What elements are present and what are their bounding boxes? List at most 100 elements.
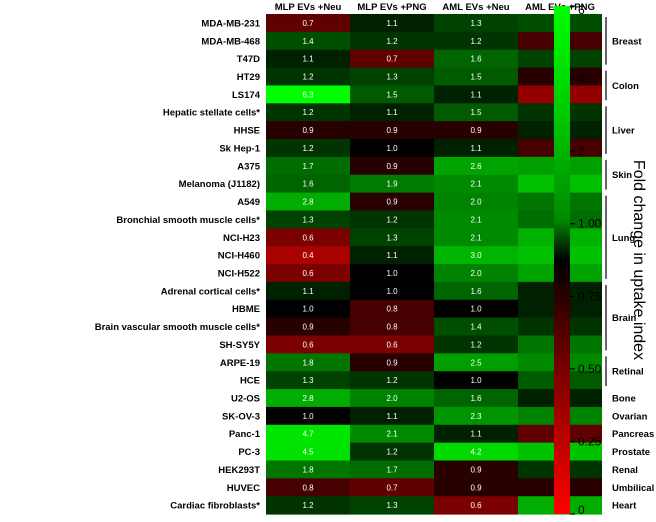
row-label: U2-OS: [231, 393, 260, 404]
cell-value: 1.0: [386, 144, 398, 153]
cell-value: 2.6: [470, 162, 482, 171]
cell-value: 0.6: [302, 233, 314, 242]
colorbar: 6 4 2 1.00 0.75 0.50 0.25 0 Fold change in uptak…: [554, 3, 647, 517]
column-labels: MLP EVs +Neu MLP EVs +PNG AML EVs +Neu AML …: [275, 2, 595, 13]
cell-value: 1.2: [470, 340, 482, 349]
heatmap-cell: [434, 281, 518, 301]
row-label: SH-SY5Y: [219, 340, 260, 351]
heatmap-cell: [266, 156, 350, 176]
heatmap-cell: [266, 299, 350, 319]
colorbar-tick-label: 0.25: [578, 434, 602, 448]
group-label: Breast: [612, 36, 642, 47]
colorbar-tick-label: 4: [578, 72, 585, 86]
colorbar-tick-label: 6: [578, 3, 585, 17]
row-label: HBME: [232, 304, 260, 315]
colorbar-tick-label: 1.00: [578, 217, 602, 231]
cell-value: 0.9: [470, 126, 482, 135]
row-label: Bronchial smooth muscle cells*: [116, 215, 260, 226]
row-label: T47D: [237, 54, 260, 65]
heatmap-cell: [266, 264, 350, 283]
cell-value: 2.8: [302, 394, 314, 403]
cell-value: 0.9: [302, 323, 314, 332]
heatmap-cell: [434, 49, 518, 69]
group-label: Lung: [612, 233, 635, 244]
group-label: Umbilical: [612, 483, 654, 494]
cell-value: 1.8: [302, 358, 314, 367]
heatmap-cell: [266, 371, 350, 390]
heatmap-cell: [350, 264, 434, 283]
heatmap-cell: [266, 389, 350, 408]
row-label: LS174: [232, 90, 261, 101]
cell-value: 2.1: [470, 180, 482, 189]
heatmap-cell: [434, 299, 518, 319]
heatmap-cell: [266, 442, 350, 461]
cell-value: 1.0: [302, 412, 314, 421]
heatmap-cell: [434, 210, 518, 229]
heatmap-cell: [350, 174, 434, 194]
cell-value: 1.2: [386, 448, 398, 457]
heatmap-cell: [266, 14, 350, 33]
row-label: NCI-H522: [218, 268, 260, 279]
heatmap-cell: [434, 192, 518, 211]
heatmap-cell: [266, 335, 350, 354]
row-label: Hepatic stellate cells*: [163, 108, 260, 119]
cell-value: 1.5: [470, 108, 482, 117]
heatmap-cell: [434, 335, 518, 354]
heatmap-cell: [350, 299, 434, 319]
heatmap-cell: [350, 246, 434, 265]
heatmap-cell: [350, 442, 434, 461]
cell-value: 0.6: [302, 269, 314, 278]
colorbar-tick-label: 0.50: [578, 362, 602, 376]
row-label: HHSE: [234, 126, 260, 137]
cell-value: 1.2: [386, 37, 398, 46]
heatmap-cell: [350, 496, 434, 515]
heatmap-cell: [434, 67, 518, 86]
group-label: Pancreas: [612, 429, 654, 440]
heatmap-cell: [266, 228, 350, 247]
heatmap-cell: [266, 31, 350, 51]
cell-value: 1.1: [302, 55, 314, 64]
heatmap-cell: [434, 442, 518, 461]
column-label: MLP EVs +PNG: [357, 2, 426, 13]
heatmap-cell: [350, 85, 434, 104]
cell-value: 2.3: [470, 412, 482, 421]
cell-value: 1.8: [302, 465, 314, 474]
cell-value: 1.1: [386, 19, 398, 28]
cell-value: 1.3: [386, 233, 398, 242]
cell-value: 0.8: [386, 305, 398, 314]
cell-value: 1.6: [470, 55, 482, 64]
row-label: A375: [237, 161, 260, 172]
heatmap-cells: 0.7 1.1 1.3 1.4 1.4 1.2 1.2 0.8 1.1 0.7 1.6 1.3 1.2 1…: [266, 14, 602, 515]
cell-value: 6.3: [302, 90, 314, 99]
cell-value: 1.2: [386, 376, 398, 385]
cell-value: 0.9: [470, 465, 482, 474]
heatmap-cell: [350, 228, 434, 247]
row-label: Melanoma (J1182): [179, 179, 260, 190]
cell-value: 1.6: [470, 287, 482, 296]
row-label: SK-OV-3: [222, 411, 260, 422]
heatmap-cell: [434, 31, 518, 51]
cell-value: 1.6: [470, 394, 482, 403]
cell-value: 0.8: [386, 323, 398, 332]
colorbar-tick-label: 2: [578, 144, 585, 158]
cell-value: 1.1: [470, 90, 482, 99]
heatmap-cell: [266, 192, 350, 211]
heatmap-cell: [350, 103, 434, 122]
row-label: HT29: [237, 72, 260, 83]
heatmap-cell: [434, 156, 518, 176]
heatmap-cell: [434, 14, 518, 33]
column-label: MLP EVs +Neu: [275, 2, 342, 13]
heatmap-cell: [350, 353, 434, 372]
tissue-groups: Breast Colon Liver Skin Lung Brain Retinal Bone…: [605, 17, 654, 512]
cell-value: 1.3: [386, 501, 398, 510]
heatmap-cell: [350, 31, 434, 51]
heatmap-cell: [266, 496, 350, 515]
heatmap-cell: [434, 371, 518, 390]
cell-value: 1.9: [386, 180, 398, 189]
cell-value: 1.2: [470, 37, 482, 46]
row-label: ARPE-19: [220, 358, 260, 369]
heatmap-cell: [350, 49, 434, 69]
row-label: HEK293T: [218, 465, 260, 476]
cell-value: 0.6: [302, 340, 314, 349]
cell-value: 1.5: [386, 90, 398, 99]
